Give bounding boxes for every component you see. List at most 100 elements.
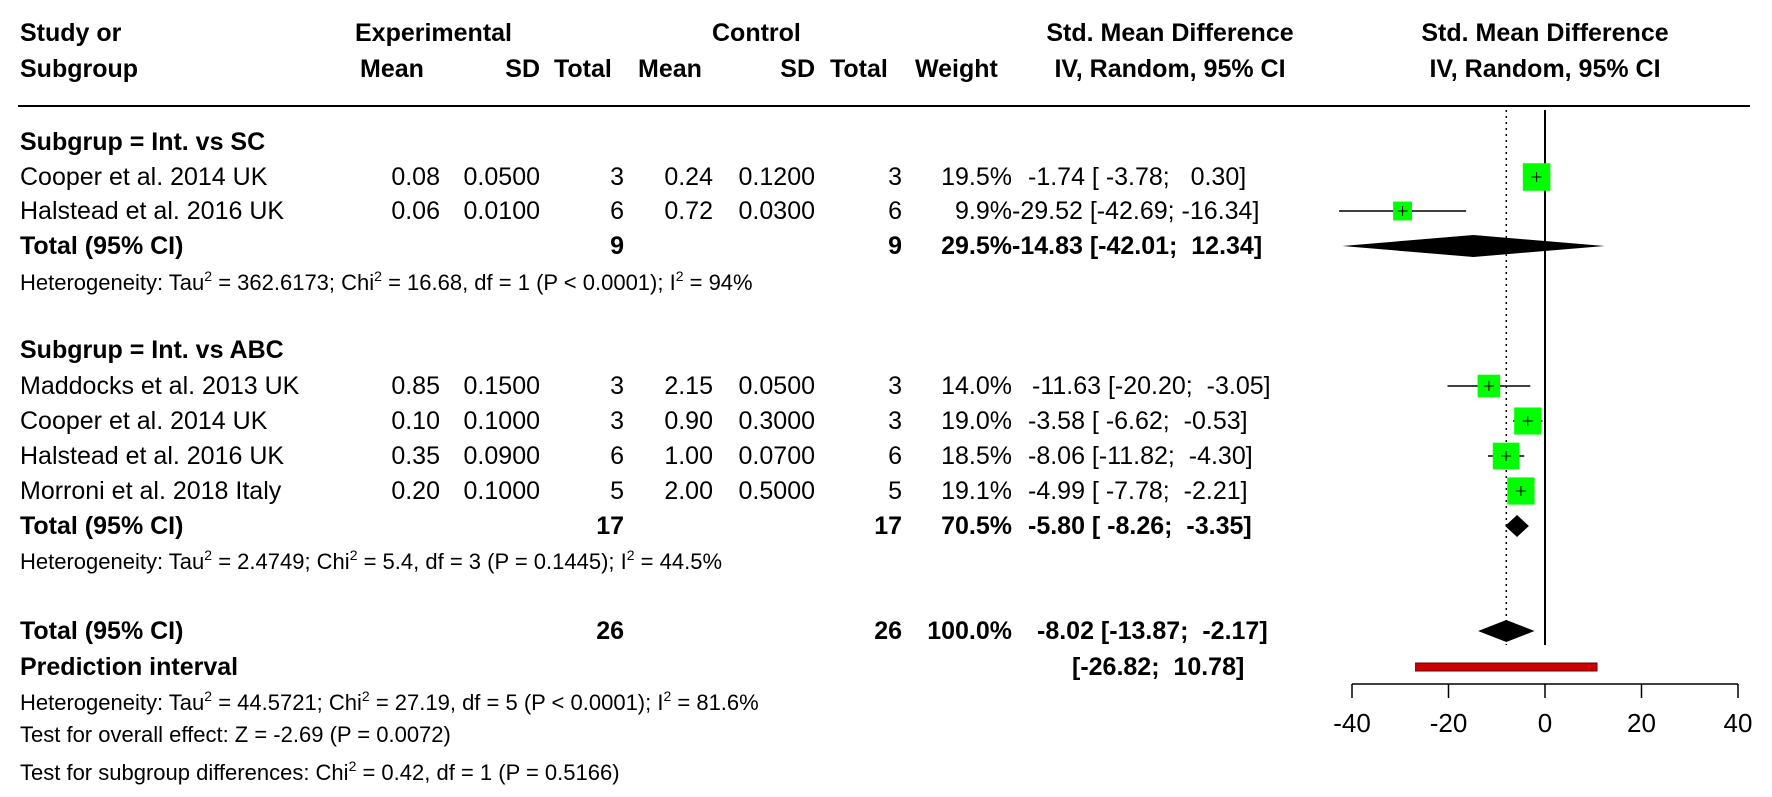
ctrl-total: 3 bbox=[888, 163, 902, 191]
ctrl-total: 3 bbox=[888, 372, 902, 400]
subgroup-heterogeneity: Heterogeneity: Tau2 = 2.4749; Chi2 = 5.4… bbox=[20, 547, 723, 574]
header-rule bbox=[18, 105, 1750, 107]
study-weight: 19.0% bbox=[941, 407, 1012, 435]
overall-total-ci: -8.02 [-13.87; -2.17] bbox=[1037, 617, 1268, 645]
exp-total: 3 bbox=[610, 372, 624, 400]
ctrl-mean: 0.90 bbox=[664, 407, 713, 435]
exp-sd: 0.0900 bbox=[463, 442, 540, 470]
x-tick-label: 20 bbox=[1627, 708, 1656, 738]
study-ci: -8.06 [-11.82; -4.30] bbox=[1028, 442, 1253, 470]
header-exp-sd: SD bbox=[505, 55, 540, 83]
header-plot-line1: Std. Mean Difference bbox=[1421, 19, 1669, 47]
overall-total-ctrl: 26 bbox=[874, 617, 902, 645]
header-exp-mean: Mean bbox=[360, 55, 424, 83]
exp-mean: 0.06 bbox=[391, 197, 440, 225]
overall-total-exp: 26 bbox=[596, 617, 624, 645]
prediction-interval-ci: [-26.82; 10.78] bbox=[1072, 653, 1245, 681]
exp-total: 3 bbox=[610, 407, 624, 435]
prediction-interval-bar bbox=[1415, 662, 1598, 672]
study-ci: -11.63 [-20.20; -3.05] bbox=[1032, 372, 1271, 400]
ctrl-total: 3 bbox=[888, 407, 902, 435]
exp-total: 6 bbox=[610, 442, 624, 470]
overall-diamond bbox=[1478, 620, 1535, 642]
subgroup-total-exp: 9 bbox=[610, 232, 624, 260]
overall-total-weight: 100.0% bbox=[927, 617, 1012, 645]
subgroup-label: Subgrup = Int. vs SC bbox=[20, 128, 266, 156]
exp-sd: 0.1500 bbox=[463, 372, 540, 400]
exp-total: 5 bbox=[610, 477, 624, 505]
header-study-line1: Study or bbox=[20, 19, 122, 47]
study-name: Cooper et al. 2014 UK bbox=[20, 163, 268, 191]
subgroup-diamond bbox=[1342, 235, 1605, 257]
study-weight: 18.5% bbox=[941, 442, 1012, 470]
study-name: Halstead et al. 2016 UK bbox=[20, 442, 285, 470]
study-weight: 9.9% bbox=[955, 197, 1012, 225]
ctrl-mean: 2.00 bbox=[664, 477, 713, 505]
x-tick-label: -20 bbox=[1430, 708, 1468, 738]
ctrl-mean: 2.15 bbox=[664, 372, 713, 400]
prediction-interval-label: Prediction interval bbox=[20, 653, 239, 681]
study-ci: -4.99 [ -7.78; -2.21] bbox=[1028, 477, 1248, 505]
ctrl-sd: 0.5000 bbox=[738, 477, 815, 505]
exp-sd: 0.1000 bbox=[463, 407, 540, 435]
header-smd-line1: Std. Mean Difference bbox=[1046, 19, 1294, 47]
subgroup-diamond bbox=[1505, 515, 1529, 537]
subgroup-total-ci: -5.80 [ -8.26; -3.35] bbox=[1028, 512, 1252, 540]
exp-sd: 0.0500 bbox=[463, 163, 540, 191]
study-ci: -3.58 [ -6.62; -0.53] bbox=[1028, 407, 1248, 435]
subgroup-total-ctrl: 9 bbox=[888, 232, 902, 260]
header-ctrl-mean: Mean bbox=[638, 55, 702, 83]
study-name: Morroni et al. 2018 Italy bbox=[20, 477, 282, 505]
header-plot-line2: IV, Random, 95% CI bbox=[1429, 55, 1661, 83]
header-weight: Weight bbox=[915, 55, 998, 83]
ctrl-total: 5 bbox=[888, 477, 902, 505]
ctrl-sd: 0.3000 bbox=[738, 407, 815, 435]
overall-effect-test: Test for overall effect: Z = -2.69 (P = … bbox=[20, 722, 451, 747]
ctrl-total: 6 bbox=[888, 442, 902, 470]
header-study-line2: Subgroup bbox=[20, 55, 139, 83]
header-smd-line2: IV, Random, 95% CI bbox=[1054, 55, 1286, 83]
subgroup-total-ci: -14.83 [-42.01; 12.34] bbox=[1012, 232, 1263, 260]
subgroup-total-label: Total (95% CI) bbox=[20, 512, 184, 540]
x-tick-label: 0 bbox=[1538, 708, 1552, 738]
header-exp-total: Total bbox=[554, 55, 612, 83]
subgroup-total-label: Total (95% CI) bbox=[20, 232, 184, 260]
overall-heterogeneity: Heterogeneity: Tau2 = 44.5721; Chi2 = 27… bbox=[20, 688, 759, 715]
subgroup-total-weight: 70.5% bbox=[941, 512, 1012, 540]
ctrl-mean: 0.24 bbox=[664, 163, 713, 191]
ctrl-sd: 0.0500 bbox=[738, 372, 815, 400]
x-tick-label: -40 bbox=[1333, 708, 1371, 738]
ctrl-sd: 0.0300 bbox=[738, 197, 815, 225]
subgroup-differences-test: Test for subgroup differences: Chi2 = 0.… bbox=[20, 758, 620, 785]
exp-mean: 0.35 bbox=[391, 442, 440, 470]
exp-sd: 0.0100 bbox=[463, 197, 540, 225]
study-ci: -29.52 [-42.69; -16.34] bbox=[1012, 197, 1260, 225]
ctrl-sd: 0.1200 bbox=[738, 163, 815, 191]
exp-total: 3 bbox=[610, 163, 624, 191]
exp-mean: 0.85 bbox=[391, 372, 440, 400]
x-tick-label: 40 bbox=[1724, 708, 1753, 738]
exp-sd: 0.1000 bbox=[463, 477, 540, 505]
subgroup-label: Subgrup = Int. vs ABC bbox=[20, 336, 284, 364]
subgroup-heterogeneity: Heterogeneity: Tau2 = 362.6173; Chi2 = 1… bbox=[20, 268, 753, 295]
study-name: Cooper et al. 2014 UK bbox=[20, 407, 268, 435]
exp-mean: 0.20 bbox=[391, 477, 440, 505]
study-weight: 14.0% bbox=[941, 372, 1012, 400]
exp-mean: 0.08 bbox=[391, 163, 440, 191]
ctrl-sd: 0.0700 bbox=[738, 442, 815, 470]
subgroup-total-weight: 29.5% bbox=[941, 232, 1012, 260]
header-experimental: Experimental bbox=[355, 19, 513, 47]
header-control: Control bbox=[712, 19, 801, 47]
header-ctrl-sd: SD bbox=[780, 55, 815, 83]
study-name: Halstead et al. 2016 UK bbox=[20, 197, 285, 225]
study-weight: 19.5% bbox=[941, 163, 1012, 191]
study-weight: 19.1% bbox=[941, 477, 1012, 505]
exp-total: 6 bbox=[610, 197, 624, 225]
study-name: Maddocks et al. 2013 UK bbox=[20, 372, 300, 400]
subgroup-total-exp: 17 bbox=[596, 512, 624, 540]
ctrl-total: 6 bbox=[888, 197, 902, 225]
subgroup-total-ctrl: 17 bbox=[874, 512, 902, 540]
ctrl-mean: 0.72 bbox=[664, 197, 713, 225]
ctrl-mean: 1.00 bbox=[664, 442, 713, 470]
